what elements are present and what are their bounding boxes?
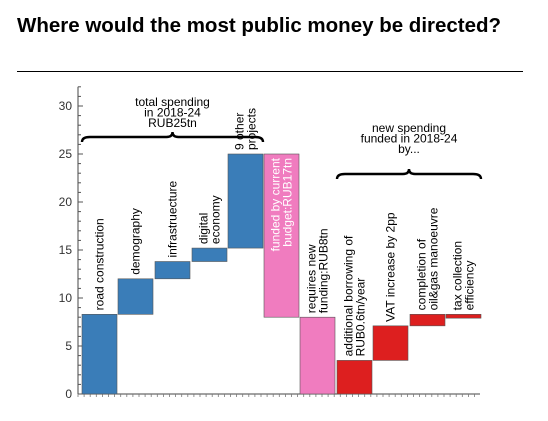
y-tick-label: 30: [59, 99, 73, 113]
y-tick-label: 20: [59, 195, 73, 209]
bar-1: [81, 314, 118, 395]
bar-label-5: 9 otherprojects: [233, 108, 259, 150]
annotation-text-2: new spending funded in 2018-24 by...: [361, 121, 458, 156]
bar-label-3: infrastruecture: [166, 180, 180, 257]
bar-label-10: completion ofoil&gas manoeuvre: [415, 207, 441, 310]
bar-6: [263, 153, 300, 318]
y-tick-label: 0: [65, 387, 72, 401]
bar-label-6: funded by currentbudget:RUB17tn: [269, 157, 295, 251]
y-tick-label: 10: [59, 291, 73, 305]
y-tick-label: 5: [65, 339, 72, 353]
bar-11: [445, 314, 482, 319]
bar-8: [336, 360, 373, 395]
bar-4: [191, 247, 228, 262]
bar-label-8: additional borrowing ofRUB0.6tn/year: [342, 235, 368, 356]
annotation-brace-1: [80, 131, 265, 143]
bar-label-11: tax collectionefficiency: [451, 241, 477, 310]
bar-5: [227, 153, 264, 249]
bar-9: [372, 325, 409, 361]
bar-label-2: demography: [129, 208, 143, 275]
bar-label-9: VAT increase by 2pp: [384, 212, 398, 322]
bar-2: [117, 278, 154, 315]
bar-labels-layer: road construction demography infrastruectu…: [93, 108, 477, 356]
bar-label-4: digitaleconomy: [197, 195, 223, 244]
annotation-text-1: total spending in 2018-24 RUB25tn: [135, 95, 210, 130]
headline-divider: [17, 71, 523, 72]
bar-label-1: road construction: [93, 218, 107, 310]
bar-3: [154, 261, 191, 280]
annotations-layer: total spending in 2018-24 RUB25tn new spend…: [80, 95, 483, 180]
y-tick-label: 25: [59, 147, 73, 161]
axis-layer: 0 5 10 15 20 25 30: [59, 86, 480, 401]
chart-headline: Where would the most public money be dir…: [17, 14, 502, 37]
annotation-brace-2: [335, 168, 483, 180]
bar-7: [299, 316, 336, 395]
bars-layer: [81, 153, 482, 395]
bar-label-7: requires newfunding:RUB8tn: [305, 228, 331, 313]
y-tick-label: 15: [59, 243, 73, 257]
bar-10: [409, 314, 446, 327]
